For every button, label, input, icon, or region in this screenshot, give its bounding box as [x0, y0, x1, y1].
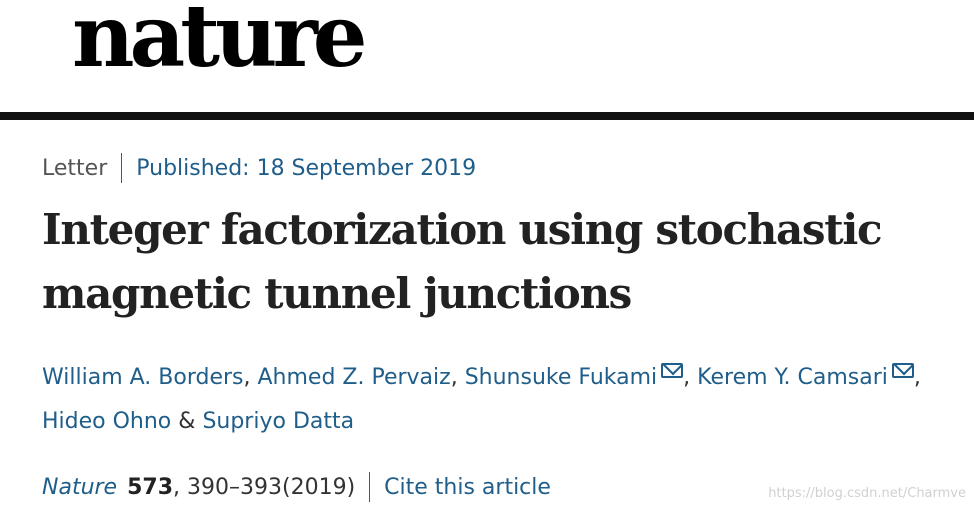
- author-separator: ,: [683, 365, 691, 390]
- mail-icon[interactable]: [891, 363, 914, 378]
- nature-logo[interactable]: nature: [72, 0, 368, 87]
- author-separator: ,: [450, 365, 458, 390]
- citation-separator: [369, 472, 371, 502]
- published-date: Published: 18 September 2019: [136, 155, 477, 181]
- citation-line: Nature 573 , 390–393(2019) Cite this art…: [42, 470, 551, 504]
- author-separator: ,: [243, 365, 251, 390]
- author-list: William A. Borders, Ahmed Z. Pervaiz, Sh…: [42, 356, 952, 444]
- author-link[interactable]: Supriyo Datta: [202, 409, 355, 434]
- watermark: https://blog.csdn.net/Charmve: [768, 486, 966, 501]
- cite-this-article-link[interactable]: Cite this article: [384, 474, 551, 500]
- author-ampersand: &: [178, 409, 196, 434]
- meta-separator: [121, 153, 123, 183]
- masthead-divider: [0, 112, 974, 120]
- article-title: Integer factorization using stochastic m…: [42, 205, 883, 318]
- masthead: nature: [0, 0, 974, 120]
- mail-icon[interactable]: [661, 363, 684, 378]
- author-link[interactable]: Kerem Y. Camsari: [697, 365, 888, 390]
- author-separator: ,: [913, 365, 921, 390]
- author-link[interactable]: Ahmed Z. Pervaiz: [257, 365, 451, 390]
- journal-name: Nature: [42, 474, 118, 500]
- article-type: Letter: [42, 155, 108, 181]
- author-link[interactable]: William A. Borders: [42, 365, 244, 390]
- journal-volume: 573: [127, 474, 174, 500]
- journal-pages-year: , 390–393(2019): [173, 474, 356, 500]
- author-link[interactable]: Hideo Ohno: [42, 409, 172, 434]
- author-link[interactable]: Shunsuke Fukami: [464, 365, 658, 390]
- article-meta: Letter Published: 18 September 2019: [42, 151, 476, 185]
